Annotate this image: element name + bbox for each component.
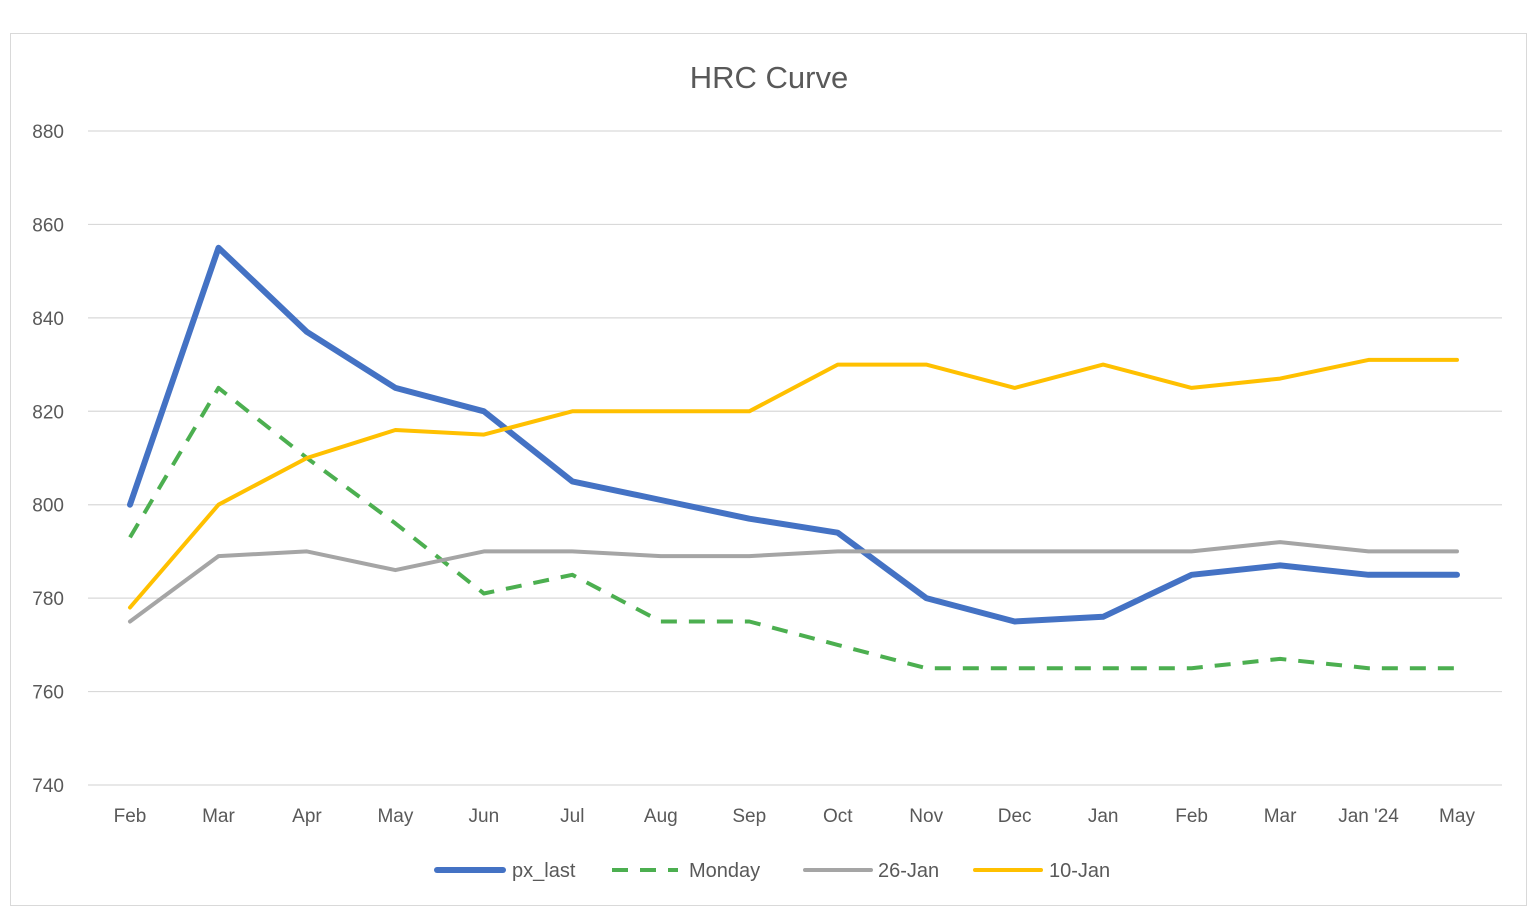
- series-line-26-jan: [128, 540, 1459, 624]
- x-tick-label: Jul: [560, 806, 584, 827]
- y-axis-ticks: 740 760 780 800 820 840 860 880: [32, 122, 64, 797]
- x-tick-label: Apr: [292, 806, 322, 827]
- legend-label: 26-Jan: [878, 860, 939, 882]
- y-tick-label: 800: [32, 496, 64, 517]
- legend-label: px_last: [512, 860, 576, 882]
- x-tick-label: Mar: [1264, 806, 1297, 827]
- series-lines: [127, 244, 1460, 671]
- x-tick-label: Feb: [1175, 806, 1208, 827]
- x-tick-label: Mar: [202, 806, 235, 827]
- x-axis-ticks: Feb Mar Apr May Jun Jul Aug Sep Oct Nov Dec Jan Feb M…: [114, 806, 1476, 827]
- y-tick-label: 840: [32, 309, 64, 330]
- y-tick-label: 880: [32, 122, 64, 143]
- y-tick-label: 820: [32, 402, 64, 423]
- gridlines: [88, 130, 1502, 786]
- x-tick-label: Sep: [732, 806, 766, 827]
- legend: px_last Monday 26-Jan 10-Jan: [434, 860, 1110, 882]
- chart-title: HRC Curve: [690, 60, 848, 95]
- x-tick-label: Dec: [998, 806, 1032, 827]
- series-line-px-last: [127, 244, 1460, 625]
- legend-label: Monday: [689, 860, 760, 882]
- x-tick-label: Feb: [114, 806, 147, 827]
- y-tick-label: 860: [32, 215, 64, 236]
- x-tick-label: May: [377, 806, 413, 827]
- chart-frame: [10, 33, 1527, 906]
- y-tick-label: 760: [32, 683, 64, 704]
- x-tick-label: Jan: [1088, 806, 1119, 827]
- series-line-10-jan: [128, 357, 1459, 610]
- x-tick-label: May: [1439, 806, 1475, 827]
- x-tick-label: Oct: [823, 806, 853, 827]
- x-tick-label: Jan '24: [1338, 806, 1399, 827]
- legend-label: 10-Jan: [1049, 860, 1110, 882]
- y-tick-label: 740: [32, 776, 64, 797]
- x-tick-label: Jun: [469, 806, 500, 827]
- series-line-monday: [128, 385, 1457, 671]
- y-tick-label: 780: [32, 589, 64, 610]
- x-tick-label: Nov: [909, 806, 943, 827]
- x-tick-label: Aug: [644, 806, 678, 827]
